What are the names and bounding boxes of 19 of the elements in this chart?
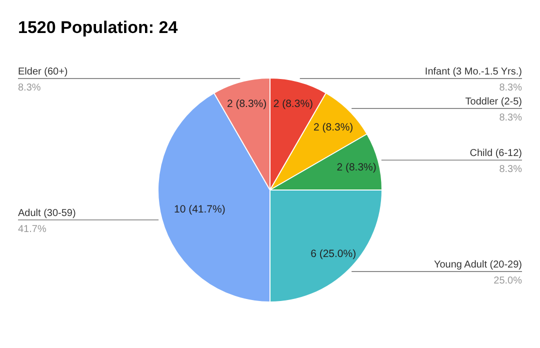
data-label: 6 (25.0%) xyxy=(310,248,356,260)
text: 8.3% xyxy=(18,82,41,94)
data-label: 2 (8.3%) xyxy=(226,98,267,110)
slice-label: Infant (3 Mo.-1.5 Yrs.) xyxy=(424,66,522,78)
data-label: 2 (8.3%) xyxy=(314,121,354,134)
slice-label: Elder (60+) xyxy=(18,66,68,78)
text: 41.7% xyxy=(18,224,46,235)
data-label: 2 (8.3%) xyxy=(273,98,314,110)
text: 8.3% xyxy=(499,112,522,124)
text: 25.0% xyxy=(494,276,522,287)
data-label: 2 (8.3%) xyxy=(336,161,376,174)
slice-label: Young Adult (20-29) xyxy=(434,260,522,271)
slice-label: Toddler (2-5) xyxy=(465,96,522,108)
data-label: 10 (41.7%) xyxy=(174,204,226,216)
chart-title: 1520 Population: 24 xyxy=(18,18,178,37)
slice-label: Child (6-12) xyxy=(470,148,522,160)
text: 8.3% xyxy=(499,164,522,176)
slice-label: Adult (30-59) xyxy=(18,208,76,219)
text: 8.3% xyxy=(499,82,522,94)
